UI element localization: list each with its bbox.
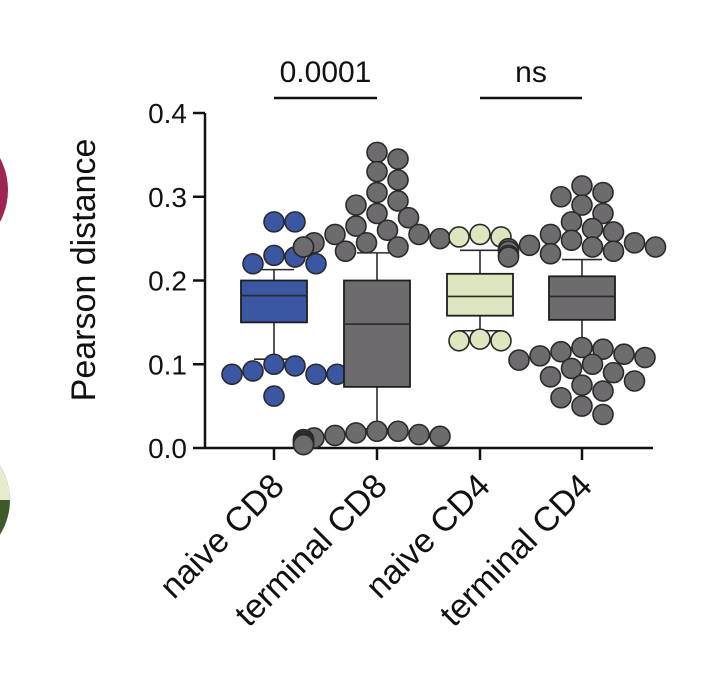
data-point — [571, 374, 593, 396]
data-point — [469, 328, 491, 350]
data-point — [602, 361, 625, 384]
data-point — [324, 223, 346, 246]
data-point — [408, 423, 430, 446]
data-point — [592, 380, 614, 402]
data-point — [518, 234, 541, 257]
edge-circle-green — [0, 465, 10, 535]
data-point — [263, 211, 285, 233]
data-point — [550, 185, 572, 208]
data-point — [387, 148, 409, 170]
data-point — [366, 202, 388, 225]
box-iqr — [446, 272, 514, 317]
data-point — [387, 190, 409, 212]
data-point — [345, 422, 367, 444]
data-point — [508, 349, 530, 371]
data-point — [448, 226, 470, 248]
data-point — [490, 329, 512, 352]
data-point — [448, 329, 470, 352]
data-point — [571, 194, 593, 216]
box-iqr — [240, 279, 308, 324]
data-point — [387, 236, 409, 258]
data-point — [539, 223, 562, 246]
data-point — [571, 395, 593, 417]
data-point — [397, 206, 420, 229]
data-point — [539, 242, 562, 265]
edge-circle-magenta — [0, 158, 8, 222]
data-point — [366, 420, 388, 443]
data-point — [560, 229, 583, 252]
y-axis-label: Pearson distance — [65, 139, 103, 402]
data-point — [284, 211, 306, 233]
box-iqr — [343, 279, 411, 388]
data-point — [592, 181, 614, 204]
data-point — [324, 424, 346, 447]
data-point — [387, 420, 409, 443]
data-point — [602, 240, 625, 262]
data-point — [242, 360, 264, 382]
data-point — [366, 141, 388, 164]
data-point — [355, 232, 378, 254]
data-point — [560, 357, 583, 380]
data-point — [345, 194, 367, 216]
data-point — [242, 252, 264, 275]
data-point — [634, 346, 656, 369]
data-point — [429, 425, 451, 448]
data-point — [263, 353, 285, 376]
data-point — [292, 433, 315, 456]
data-point — [623, 370, 646, 392]
data-point — [305, 363, 327, 386]
data-point — [592, 338, 614, 360]
data-point — [560, 211, 583, 233]
data-point — [469, 223, 491, 246]
data-point — [263, 385, 285, 407]
data-point — [263, 244, 285, 267]
data-point — [345, 215, 367, 237]
data-point — [221, 363, 243, 386]
data-point — [581, 236, 604, 258]
data-point — [376, 219, 399, 242]
data-point — [529, 345, 551, 367]
data-point — [366, 181, 388, 204]
data-point — [305, 252, 327, 275]
data-point — [550, 340, 572, 363]
y-tick-label: 0.3 — [148, 182, 187, 213]
data-point — [366, 160, 388, 183]
y-tick-label: 0.2 — [148, 266, 187, 297]
data-point — [581, 217, 604, 240]
data-point — [429, 227, 451, 250]
data-point — [387, 169, 409, 191]
significance-label: ns — [515, 56, 547, 89]
data-point — [539, 366, 562, 388]
data-point — [613, 343, 635, 366]
y-tick-label: 0.4 — [148, 98, 187, 129]
data-point — [292, 236, 315, 258]
box-group — [292, 141, 451, 456]
data-point — [592, 403, 614, 426]
data-point — [623, 232, 646, 254]
box-group — [221, 211, 348, 407]
data-point — [497, 246, 520, 268]
y-tick-label: 0.0 — [148, 433, 187, 464]
data-point — [550, 386, 572, 409]
data-point — [592, 202, 614, 225]
significance-label: 0.0001 — [280, 56, 372, 89]
box-iqr — [548, 275, 616, 321]
data-point — [571, 336, 593, 359]
data-point — [284, 355, 306, 377]
data-point — [334, 240, 357, 262]
data-point — [644, 236, 667, 258]
data-point — [602, 221, 625, 243]
data-point — [408, 223, 430, 246]
y-tick-label: 0.1 — [148, 349, 187, 380]
data-point — [571, 175, 593, 197]
box-group — [497, 175, 667, 426]
data-point — [581, 353, 604, 376]
